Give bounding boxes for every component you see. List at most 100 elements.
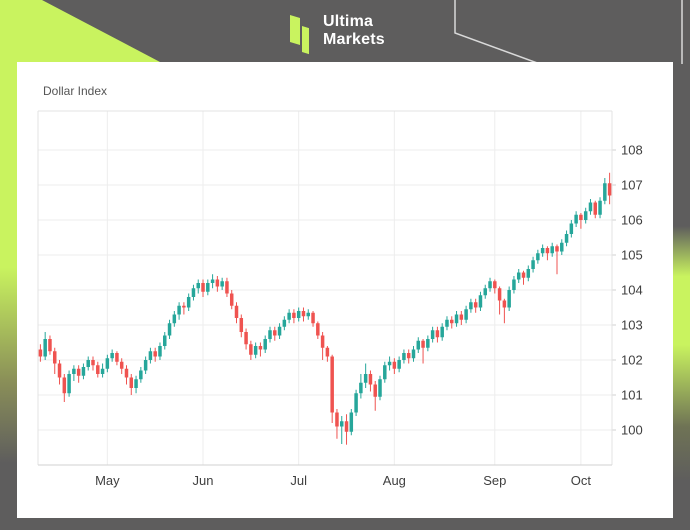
candle-body (282, 319, 287, 327)
candle-body (569, 223, 574, 234)
candle-body (469, 302, 473, 310)
candle-body (273, 330, 277, 336)
lime-left-edge-strip (0, 62, 17, 518)
candle-body (124, 368, 129, 378)
candle-body (76, 368, 81, 376)
candle-body (383, 365, 387, 380)
candle-body (100, 368, 105, 374)
y-axis-label: 101 (621, 388, 643, 403)
candle-body (488, 281, 492, 289)
candle-body (335, 412, 339, 427)
brand-name: Ultima Markets (323, 13, 385, 49)
x-axis-month-label: Jul (290, 473, 307, 488)
ultima-markets-logo-icon (288, 13, 314, 55)
candle-body (316, 323, 320, 336)
candle-body (521, 272, 526, 278)
y-axis-label: 108 (621, 143, 643, 158)
candle-body (454, 314, 459, 324)
candle-body (598, 200, 602, 215)
candle-body (502, 300, 507, 308)
candle-body (339, 421, 344, 427)
candle-body (325, 347, 330, 357)
candle-body (177, 305, 181, 315)
y-axis-label: 105 (621, 248, 643, 263)
candle-body (234, 305, 239, 318)
candle-body (115, 353, 119, 362)
candle-body (96, 365, 100, 374)
candle-body (497, 288, 502, 301)
candle-body (268, 330, 272, 339)
candle-body (253, 346, 258, 355)
candle-body (196, 283, 200, 289)
candle-body (392, 361, 397, 369)
logo-bar-left (290, 15, 300, 46)
candle-body (607, 183, 612, 196)
lime-right-edge-strip (673, 62, 690, 518)
candle-body (158, 346, 162, 357)
candle-body (536, 253, 540, 261)
candle-body (91, 360, 95, 366)
candle-body (258, 346, 263, 350)
candle-body (507, 290, 511, 308)
candle-body (210, 279, 215, 283)
candle-body (57, 363, 62, 378)
candle-body (397, 360, 401, 369)
candle-body (320, 335, 325, 348)
candle-body (215, 279, 220, 287)
y-axis-label: 100 (621, 423, 643, 438)
candle-body (387, 361, 392, 366)
y-axis-label: 103 (621, 318, 643, 333)
candle-body (48, 339, 52, 352)
candle-body (574, 214, 578, 224)
candle-body (435, 330, 440, 338)
candle-body (593, 202, 598, 215)
candle-body (296, 311, 301, 318)
candle-body (134, 379, 138, 388)
candle-body (143, 360, 148, 371)
candle-body (531, 260, 535, 269)
candle-body (311, 312, 315, 324)
candle-body (52, 351, 57, 364)
y-axis-label: 107 (621, 178, 643, 193)
candle-body (512, 279, 516, 290)
candle-body (43, 339, 47, 357)
candle-body (359, 382, 363, 394)
candle-body (555, 246, 559, 252)
candle-body (526, 269, 531, 278)
candle-body (545, 248, 550, 254)
y-axis-label: 102 (621, 353, 643, 368)
candle-body (249, 344, 253, 355)
candle-body (244, 332, 248, 345)
candle-body (67, 374, 71, 394)
x-axis-month-label: Sep (483, 473, 506, 488)
candle-body (191, 288, 196, 297)
candle-body (378, 379, 382, 397)
candle-body (603, 183, 607, 201)
candle-body (540, 248, 545, 254)
candle-body (550, 246, 554, 254)
candle-body (579, 214, 583, 220)
candle-body (263, 339, 267, 350)
candle-body (473, 302, 478, 308)
candle-body (292, 312, 296, 318)
candle-body (306, 312, 311, 317)
x-axis-month-label: Oct (571, 473, 592, 488)
candle-body (349, 412, 354, 432)
candle-body (421, 340, 425, 348)
candle-body (86, 360, 90, 367)
candle-body (301, 311, 306, 317)
candle-body (363, 374, 368, 383)
candlestick-chart: 100 101 102 103 104 105 106 107 108 May Jun Jul Aug S… (37, 110, 643, 488)
brand-line1: Ultima (323, 13, 374, 30)
candle-body (172, 314, 177, 324)
candle-body (411, 349, 416, 359)
candle-body (450, 319, 454, 324)
candle-body (220, 281, 224, 287)
candle-body (38, 349, 43, 357)
brand-logo: Ultima Markets (288, 13, 385, 55)
candle-body (373, 384, 377, 397)
brand-line2: Markets (323, 31, 385, 48)
candle-body (459, 314, 464, 320)
y-axis-label: 104 (621, 283, 643, 298)
